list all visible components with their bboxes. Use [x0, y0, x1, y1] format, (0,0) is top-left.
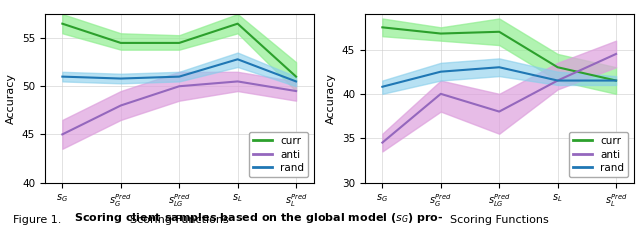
Legend: curr, anti, rand: curr, anti, rand [569, 132, 628, 177]
X-axis label: Scoring Functions: Scoring Functions [130, 215, 228, 225]
Y-axis label: Accuracy: Accuracy [326, 73, 336, 124]
Y-axis label: Accuracy: Accuracy [6, 73, 16, 124]
Text: Scoring client samples based on the global model ($s_G$) pro-: Scoring client samples based on the glob… [74, 211, 443, 225]
Legend: curr, anti, rand: curr, anti, rand [249, 132, 308, 177]
Text: Figure 1.: Figure 1. [13, 215, 68, 225]
X-axis label: Scoring Functions: Scoring Functions [450, 215, 548, 225]
